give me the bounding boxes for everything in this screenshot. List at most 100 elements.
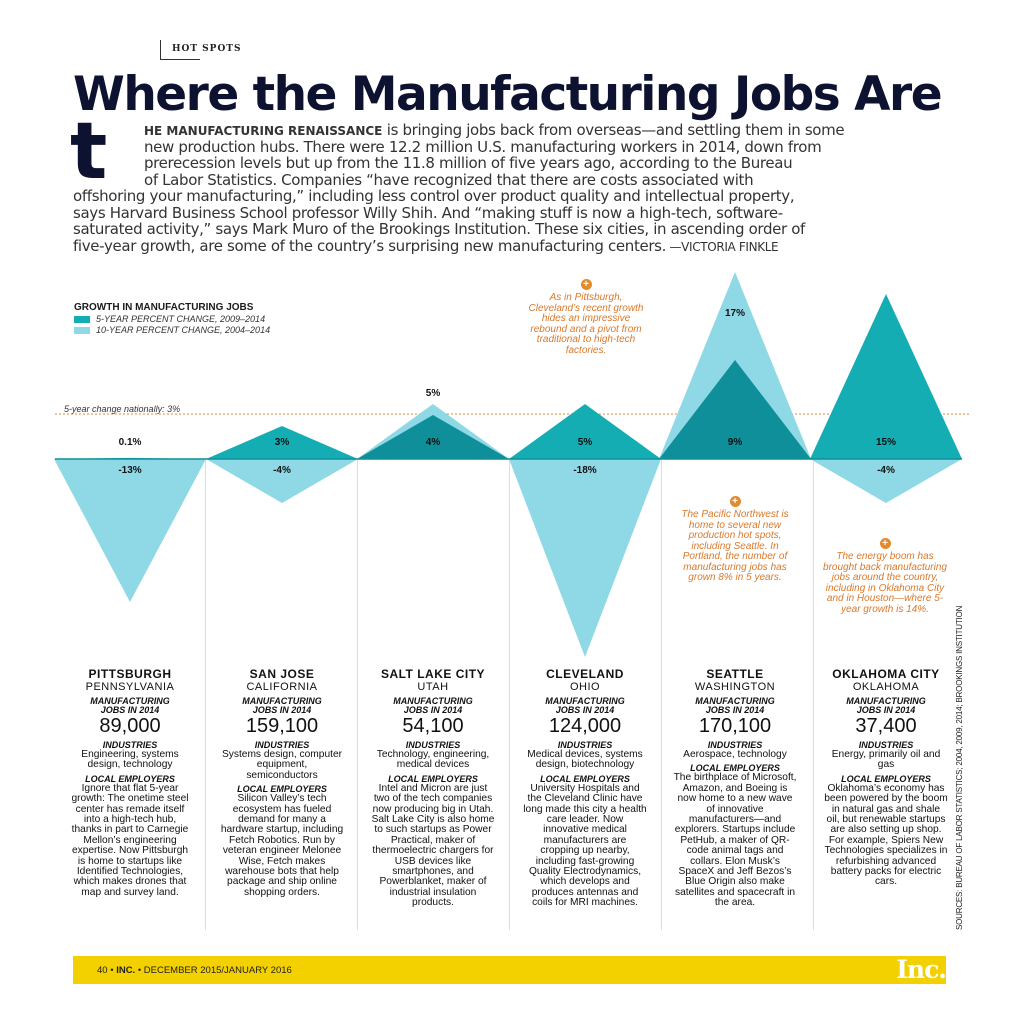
footer-brand: INC. (116, 965, 136, 976)
intro-line-1-rest: is bringing jobs back from overseas—and … (382, 121, 845, 139)
employers-text: Ignore that flat 5-year growth: The onet… (71, 782, 189, 898)
legend-swatch-5yr (74, 316, 90, 324)
five-year-value-label: 4% (425, 437, 441, 448)
industries-heading: INDUSTRIES (707, 740, 763, 750)
city-column: SEATTLE WASHINGTON MANUFACTURING JOBS IN 2… (660, 668, 810, 909)
employers-heading: LOCAL EMPLOYERS (85, 773, 175, 784)
city-column: SALT LAKE CITY UTAH MANUFACTURING JOBS IN … (358, 668, 508, 909)
five-year-value-label: 5% (577, 437, 593, 448)
ten-year-triangle (810, 459, 962, 503)
industries-heading: INDUSTRIES (405, 740, 461, 750)
plus-icon: + (729, 496, 741, 507)
jobs-count: 37,400 (855, 715, 917, 737)
employers-heading: LOCAL EMPLOYERS (841, 773, 931, 784)
byline: —VICTORIA FINKLE (666, 239, 779, 254)
state-name: CALIFORNIA (246, 681, 318, 693)
footer-bar: 40 • INC. • DECEMBER 2015/JANUARY 2016 I… (73, 956, 947, 984)
jobs-heading: MANUFACTURING JOBS IN 2014 (545, 696, 625, 715)
employers-heading: LOCAL EMPLOYERS (540, 773, 630, 784)
city-name: SAN JOSE (249, 667, 315, 681)
state-name: WASHINGTON (694, 681, 776, 693)
city-name: SALT LAKE CITY (380, 667, 486, 681)
intro-line-3: prerecession levels but up from the 11.8… (144, 154, 793, 172)
column-divider (205, 460, 206, 930)
intro-line-7: saturated activity,” says Mark Muro of t… (73, 220, 805, 238)
city-column: SAN JOSE CALIFORNIA MANUFACTURING JOBS IN … (207, 668, 357, 898)
city-name: PITTSBURGH (88, 667, 172, 681)
kicker-block: HOT SPOTS (160, 40, 240, 70)
kicker-rule (160, 40, 161, 60)
industries-text: Medical devices, systems design, biotech… (527, 749, 643, 771)
intro-line-6: says Harvard Business School professor W… (73, 203, 783, 222)
jobs-count: 89,000 (99, 715, 161, 737)
ten-year-value-label: -18% (573, 465, 597, 476)
industries-text: Systems design, computer equipment, semi… (221, 749, 343, 781)
employers-heading: LOCAL EMPLOYERS (388, 773, 478, 784)
city-name: OKLAHOMA CITY (832, 667, 940, 681)
jobs-heading: MANUFACTURING JOBS IN 2014 (846, 696, 926, 715)
state-name: PENNSYLVANIA (85, 681, 175, 693)
employers-text: University Hospitals and the Cleveland C… (523, 782, 647, 909)
five-year-triangle (357, 415, 509, 459)
column-divider (813, 460, 814, 930)
employers-text: Silicon Valley’s tech ecosystem has fuel… (220, 793, 344, 898)
annotation-seattle-text: The Pacific Northwest is home to several… (681, 509, 789, 583)
annotation-seattle: + The Pacific Northwest is home to severa… (673, 496, 797, 584)
legend-item-5yr: 5-YEAR PERCENT CHANGE, 2009–2014 (74, 314, 265, 324)
annotation-cleveland: + As in Pittsburgh, Cleveland’s recent gr… (526, 279, 646, 356)
jobs-count: 124,000 (548, 715, 622, 737)
employers-heading: LOCAL EMPLOYERS (690, 763, 780, 774)
five-year-value-label: 3% (274, 437, 290, 448)
legend-label-10yr: 10-YEAR PERCENT CHANGE, 2004–2014 (96, 325, 271, 335)
footer-text: 40 • INC. • DECEMBER 2015/JANUARY 2016 (97, 965, 292, 976)
intro-line-5: offshoring your manufacturing,” includin… (73, 187, 795, 205)
page-title: Where the Manufacturing Jobs Are (73, 67, 943, 122)
industries-heading: INDUSTRIES (557, 740, 613, 750)
five-year-triangle (659, 360, 811, 459)
kicker-underline (160, 59, 200, 60)
legend-title: GROWTH IN MANUFACTURING JOBS (74, 302, 254, 313)
employers-text: Oklahoma’s economy has been powered by t… (824, 782, 948, 888)
footer-issue: • DECEMBER 2015/JANUARY 2016 (135, 965, 292, 976)
plus-icon: + (580, 279, 592, 290)
source-note: SOURCES: BUREAU OF LABOR STATISTICS; 200… (955, 605, 964, 930)
employers-text: Intel and Micron are just two of the tec… (371, 782, 495, 909)
intro-line-1: HE MANUFACTURING RENAISSANCE is bringing… (144, 121, 845, 140)
city-column: PITTSBURGH PENNSYLVANIA MANUFACTURING JOBS… (55, 668, 205, 898)
intro-line-4: of Labor Statistics. Companies “have rec… (144, 170, 754, 189)
jobs-heading: MANUFACTURING JOBS IN 2014 (695, 696, 775, 715)
industries-text: Aerospace, technology (683, 749, 787, 760)
annotation-cleveland-text: As in Pittsburgh, Cleveland’s recent gro… (528, 292, 644, 356)
industries-heading: INDUSTRIES (254, 740, 310, 750)
legend-label-5yr: 5-YEAR PERCENT CHANGE, 2009–2014 (96, 314, 266, 324)
five-year-triangle (206, 426, 358, 459)
industries-heading: INDUSTRIES (858, 740, 914, 750)
state-name: UTAH (417, 681, 449, 693)
ten-year-value-label: 5% (425, 388, 441, 399)
footer-page: 40 (97, 965, 108, 976)
ten-year-triangle (509, 459, 661, 657)
footer-sep: • (107, 965, 117, 976)
industries-text: Technology, engineering, medical devices (376, 749, 490, 771)
employers-text: The birthplace of Microsoft, Amazon, and… (673, 772, 797, 909)
five-year-triangle (810, 294, 962, 459)
intro-line-8-text: five-year growth, are some of the countr… (73, 236, 667, 255)
column-divider (661, 460, 662, 930)
intro-lead: HE MANUFACTURING RENAISSANCE (144, 124, 383, 138)
column-divider (509, 460, 510, 930)
intro-line-8: five-year growth, are some of the countr… (73, 236, 779, 256)
five-year-triangle (509, 404, 661, 459)
annotation-oklahoma: + The energy boom has brought back manufa… (823, 538, 947, 615)
five-year-value-label: 0.1% (118, 437, 142, 448)
five-year-value-label: 15% (875, 437, 897, 448)
jobs-count: 54,100 (402, 715, 464, 737)
city-column: OKLAHOMA CITY OKLAHOMA MANUFACTURING JOBS … (811, 668, 961, 888)
jobs-heading: MANUFACTURING JOBS IN 2014 (393, 696, 473, 715)
ten-year-triangle (206, 459, 358, 503)
city-column: CLEVELAND OHIO MANUFACTURING JOBS IN 2014 1… (510, 668, 660, 909)
national-change-label: 5-year change nationally: 3% (64, 404, 181, 414)
legend-swatch-10yr (74, 327, 90, 335)
ten-year-value-label: -4% (273, 465, 291, 476)
ten-year-value-label: -4% (877, 465, 895, 476)
